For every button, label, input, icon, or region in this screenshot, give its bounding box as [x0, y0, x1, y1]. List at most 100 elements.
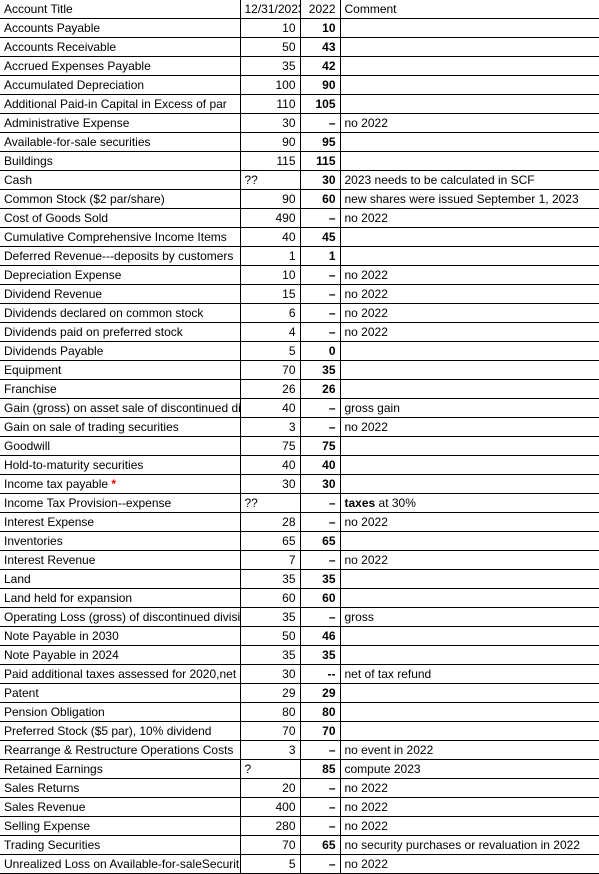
- cell-title: Pension Obligation: [0, 703, 240, 722]
- cell-2022: –: [300, 266, 340, 285]
- cell-2022: 40: [300, 456, 340, 475]
- cell-2022: 10: [300, 19, 340, 38]
- cell-2023: 3: [240, 741, 300, 760]
- table-row: Unrealized Loss on Available-for-saleSec…: [0, 855, 599, 874]
- marker-icon: *: [108, 477, 116, 491]
- cell-comment: no 2022: [340, 323, 599, 342]
- table-body: Accounts Payable1010Accounts Receivable5…: [0, 19, 599, 874]
- cell-2023: 40: [240, 456, 300, 475]
- cell-2023: 35: [240, 57, 300, 76]
- cell-2023: 3: [240, 418, 300, 437]
- cell-comment: [340, 646, 599, 665]
- cell-2023: 20: [240, 779, 300, 798]
- cell-title: Cumulative Comprehensive Income Items: [0, 228, 240, 247]
- cell-comment: no 2022: [340, 513, 599, 532]
- cell-title: Sales Revenue: [0, 798, 240, 817]
- cell-title: Sales Returns: [0, 779, 240, 798]
- cell-comment: gross gain: [340, 399, 599, 418]
- cell-2023: 5: [240, 855, 300, 874]
- cell-2023: 40: [240, 399, 300, 418]
- cell-comment: [340, 228, 599, 247]
- cell-title: Retained Earnings: [0, 760, 240, 779]
- cell-comment: [340, 38, 599, 57]
- table-row: Accounts Payable1010: [0, 19, 599, 38]
- cell-2023: 35: [240, 570, 300, 589]
- table-row: Franchise2626: [0, 380, 599, 399]
- cell-2023: 400: [240, 798, 300, 817]
- cell-2023: 65: [240, 532, 300, 551]
- table-row: Interest Revenue7–no 2022: [0, 551, 599, 570]
- cell-comment: [340, 532, 599, 551]
- cell-2023: 30: [240, 114, 300, 133]
- cell-comment: no 2022: [340, 798, 599, 817]
- table-row: Depreciation Expense10–no 2022: [0, 266, 599, 285]
- cell-title: Common Stock ($2 par/share): [0, 190, 240, 209]
- cell-title: Franchise: [0, 380, 240, 399]
- cell-comment: [340, 684, 599, 703]
- cell-title: Income Tax Provision--expense: [0, 494, 240, 513]
- cell-title: Dividends paid on preferred stock: [0, 323, 240, 342]
- table-row: Rearrange & Restructure Operations Costs…: [0, 741, 599, 760]
- cell-2022: –: [300, 551, 340, 570]
- header-comment: Comment: [340, 0, 599, 19]
- cell-title: Gain on sale of trading securities: [0, 418, 240, 437]
- table-row: Administrative Expense30–no 2022: [0, 114, 599, 133]
- cell-comment: [340, 76, 599, 95]
- table-row: Selling Expense280–no 2022: [0, 817, 599, 836]
- cell-2023: 28: [240, 513, 300, 532]
- cell-2022: 105: [300, 95, 340, 114]
- table-row: Gain (gross) on asset sale of discontinu…: [0, 399, 599, 418]
- cell-2022: –: [300, 513, 340, 532]
- cell-comment: no 2022: [340, 114, 599, 133]
- cell-title: Unrealized Loss on Available-for-saleSec…: [0, 855, 240, 874]
- cell-2022: –: [300, 798, 340, 817]
- cell-2022: –: [300, 304, 340, 323]
- cell-title: Paid additional taxes assessed for 2020,…: [0, 665, 240, 684]
- bold-text: taxes: [345, 496, 376, 510]
- table-row: Income Tax Provision--expense??–taxes at…: [0, 494, 599, 513]
- cell-2022: 80: [300, 703, 340, 722]
- cell-2022: –: [300, 285, 340, 304]
- cell-title: Cash: [0, 171, 240, 190]
- cell-2022: 35: [300, 570, 340, 589]
- cell-title: Accrued Expenses Payable: [0, 57, 240, 76]
- cell-2023: ?: [240, 760, 300, 779]
- header-row: Account Title 12/31/2023 2022 Comment: [0, 0, 599, 19]
- table-row: Paid additional taxes assessed for 2020,…: [0, 665, 599, 684]
- cell-title: Interest Expense: [0, 513, 240, 532]
- table-row: Equipment7035: [0, 361, 599, 380]
- cell-comment: [340, 247, 599, 266]
- cell-2022: 90: [300, 76, 340, 95]
- cell-2023: 70: [240, 722, 300, 741]
- table-row: Note Payable in 20243535: [0, 646, 599, 665]
- table-row: Preferred Stock ($5 par), 10% dividend70…: [0, 722, 599, 741]
- table-row: Inventories6565: [0, 532, 599, 551]
- cell-title: Equipment: [0, 361, 240, 380]
- cell-comment: [340, 437, 599, 456]
- cell-2023: 30: [240, 475, 300, 494]
- cell-title: Dividends declared on common stock: [0, 304, 240, 323]
- header-title: Account Title: [0, 0, 240, 19]
- cell-comment: no event in 2022: [340, 741, 599, 760]
- cell-2022: 70: [300, 722, 340, 741]
- cell-2022: –: [300, 608, 340, 627]
- table-row: Trading Securities7065no security purcha…: [0, 836, 599, 855]
- cell-title: Accounts Payable: [0, 19, 240, 38]
- cell-title: Dividend Revenue: [0, 285, 240, 304]
- table-row: Gain on sale of trading securities3–no 2…: [0, 418, 599, 437]
- cell-comment: [340, 570, 599, 589]
- header-2023: 12/31/2023: [240, 0, 300, 19]
- cell-comment: [340, 95, 599, 114]
- cell-comment: new shares were issued September 1, 2023: [340, 190, 599, 209]
- table-row: Dividends paid on preferred stock4–no 20…: [0, 323, 599, 342]
- cell-2023: 35: [240, 608, 300, 627]
- cell-2022: 35: [300, 646, 340, 665]
- cell-title: Gain (gross) on asset sale of discontinu…: [0, 399, 240, 418]
- cell-title: Accumulated Depreciation: [0, 76, 240, 95]
- cell-2022: 45: [300, 228, 340, 247]
- cell-title: Preferred Stock ($5 par), 10% dividend: [0, 722, 240, 741]
- cell-comment: [340, 703, 599, 722]
- cell-2023: 29: [240, 684, 300, 703]
- table-row: Note Payable in 20305046: [0, 627, 599, 646]
- cell-2022: –: [300, 817, 340, 836]
